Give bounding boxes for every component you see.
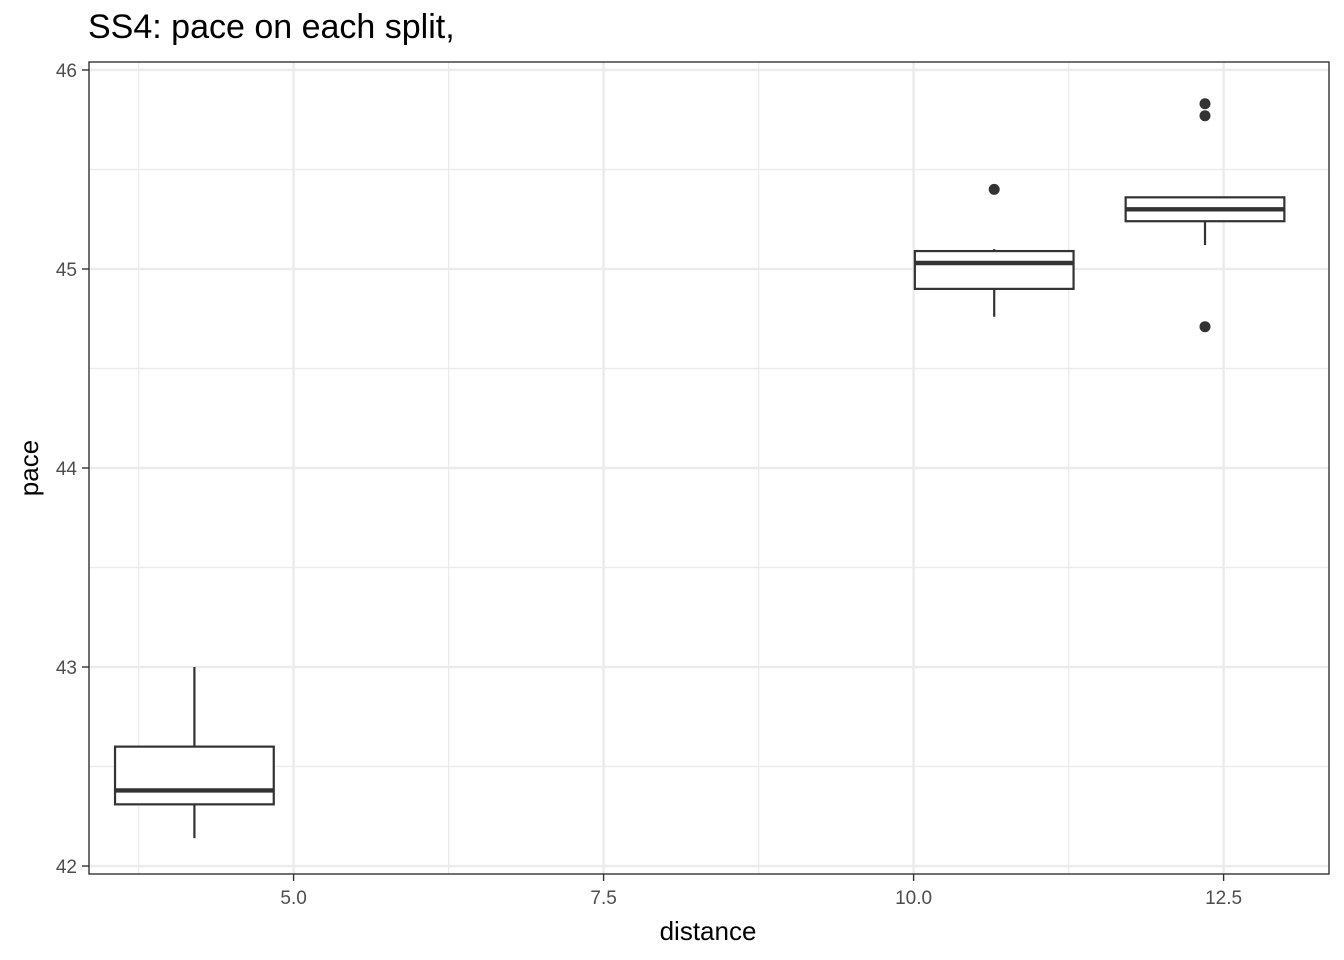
box-group xyxy=(1124,98,1286,333)
chart-title: SS4: pace on each split, xyxy=(88,8,455,46)
x-tick-label: 12.5 xyxy=(1205,888,1242,909)
box-group xyxy=(113,667,275,839)
box-series xyxy=(113,98,1286,839)
outlier-point xyxy=(1199,98,1211,110)
box-iqr xyxy=(913,249,1075,290)
y-axis-title: pace xyxy=(14,440,44,496)
x-tick-label: 10.0 xyxy=(895,888,932,909)
grid-major-lines xyxy=(89,62,1329,874)
axis-ticks: 5.0 7.5 10.0 12.5 42 43 44 45 46 xyxy=(56,61,1242,909)
box-group xyxy=(913,183,1075,317)
x-tick-label: 5.0 xyxy=(280,888,306,909)
y-tick-label: 45 xyxy=(56,260,77,281)
box-iqr xyxy=(113,745,275,806)
y-tick-label: 42 xyxy=(56,857,77,878)
y-tick-label: 44 xyxy=(56,459,78,480)
outlier-point xyxy=(1199,321,1211,333)
outlier-point xyxy=(988,183,1000,195)
x-tick-label: 7.5 xyxy=(590,888,616,909)
y-tick-label: 43 xyxy=(56,658,77,679)
outlier-point xyxy=(1199,110,1211,122)
y-tick-label: 46 xyxy=(56,61,77,82)
x-axis-title: distance xyxy=(660,916,757,946)
